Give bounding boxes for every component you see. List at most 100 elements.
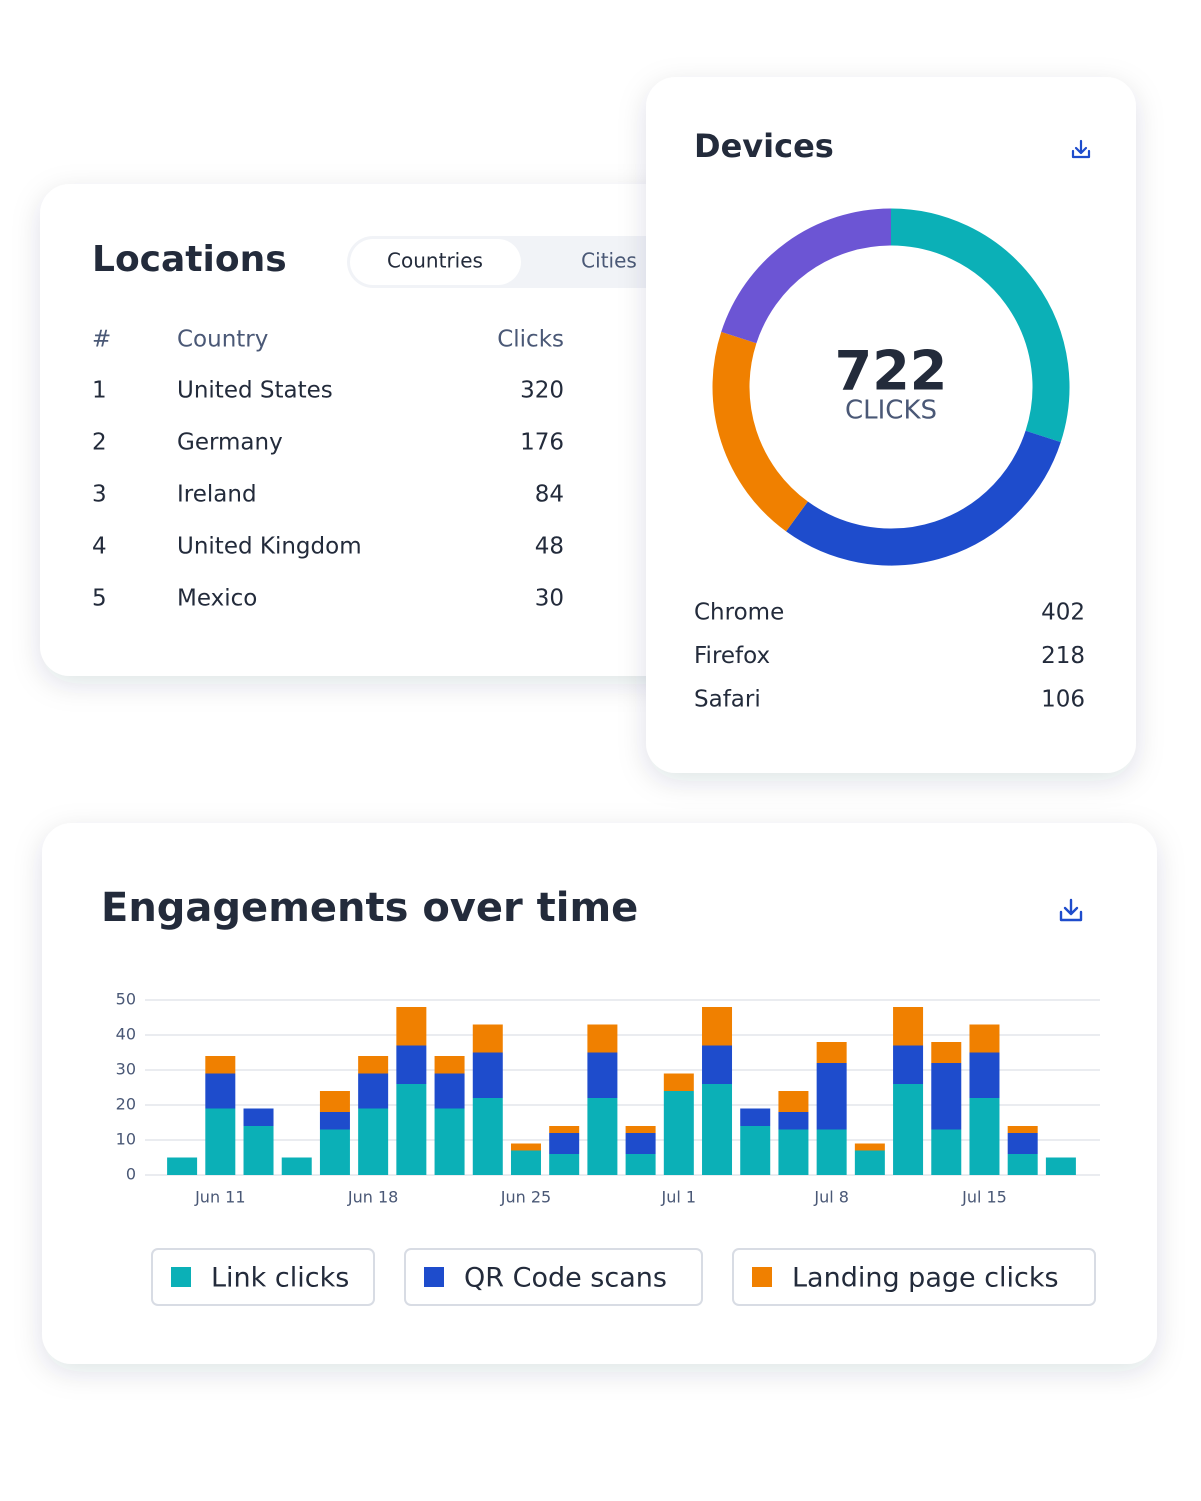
device-name: Safari <box>694 687 761 713</box>
download-icon[interactable] <box>1071 139 1091 159</box>
table-cell: 3 <box>92 482 107 508</box>
bar-segment <box>931 1042 962 1063</box>
bar-segment <box>549 1126 580 1133</box>
bar-segment <box>587 1098 618 1175</box>
table-cell: 4 <box>92 534 107 560</box>
table-cell: 176 <box>520 430 564 456</box>
legend-label[interactable]: Link clicks <box>211 1263 349 1294</box>
bar-segment <box>1007 1133 1038 1154</box>
bar-segment <box>510 1150 541 1175</box>
bar-segment <box>472 1052 503 1098</box>
bar-segment <box>702 1084 733 1175</box>
bar-segment <box>625 1133 656 1154</box>
card <box>646 77 1136 773</box>
bar-segment <box>778 1129 809 1175</box>
engagement-card: Engagements over time 0 10 20 30 40 50 Jun 11 J… <box>42 823 1157 1364</box>
legend-box[interactable] <box>151 1248 375 1306</box>
bar-segment <box>854 1143 885 1151</box>
table-cell: United States <box>177 378 333 404</box>
bar-segment <box>205 1056 236 1074</box>
bar-segment <box>472 1024 503 1053</box>
table-cell: Ireland <box>177 482 257 508</box>
tab[interactable]: Countries <box>387 249 483 273</box>
locations-card: Locations Countries Cities # Country Click… <box>40 184 700 676</box>
bar-segment <box>319 1091 350 1112</box>
card-title: Locations <box>92 239 287 280</box>
column-header: Clicks <box>497 327 564 353</box>
legend-swatch <box>424 1267 444 1287</box>
bar-segment <box>243 1108 274 1126</box>
device-count: 218 <box>1041 643 1085 669</box>
y-tick-label: 40 <box>116 1025 136 1044</box>
bar-segment <box>1007 1126 1038 1133</box>
legend-label[interactable]: QR Code scans <box>464 1263 667 1294</box>
x-tick-label: Jul 1 <box>661 1188 697 1207</box>
bar-segment <box>358 1056 389 1074</box>
tab-active[interactable] <box>350 239 521 285</box>
bar-segment <box>1045 1157 1076 1175</box>
bar-segment <box>740 1126 771 1175</box>
bar-segment <box>434 1056 465 1074</box>
bar-segment <box>816 1042 847 1063</box>
tab[interactable]: Cities <box>581 249 637 273</box>
y-tick-label: 10 <box>116 1130 136 1149</box>
device-count: 402 <box>1041 600 1085 626</box>
table-cell: United Kingdom <box>177 534 362 560</box>
bar-segment <box>854 1150 885 1175</box>
legend-box[interactable] <box>732 1248 1096 1306</box>
bar-segment <box>510 1143 541 1151</box>
y-tick-label: 50 <box>116 990 136 1009</box>
bar-segment <box>931 1063 962 1130</box>
device-name: Firefox <box>694 643 770 669</box>
devices-card: Devices 722 CLICKS Chrome 402 Firefox 218 Sa… <box>646 77 1136 773</box>
bar-segment <box>549 1133 580 1154</box>
legend-label[interactable]: Landing page clicks <box>792 1263 1059 1294</box>
chart-title: Engagements over time <box>101 885 638 931</box>
bar-segment <box>396 1007 427 1046</box>
bar-segment <box>205 1108 236 1175</box>
y-tick-label: 0 <box>126 1165 136 1184</box>
bar-segment <box>167 1157 198 1175</box>
bar-segment <box>396 1084 427 1175</box>
bar-segment <box>472 1098 503 1175</box>
bar-segment <box>931 1129 962 1175</box>
donut-segment <box>890 208 1070 443</box>
card-title: Devices <box>694 127 834 165</box>
total-label: CLICKS <box>845 396 937 426</box>
bar-segment <box>816 1129 847 1175</box>
total: 722 <box>835 340 948 403</box>
bar-segment <box>778 1112 809 1130</box>
bar-segment <box>1007 1154 1038 1175</box>
bar-segment <box>969 1098 1000 1175</box>
download-icon[interactable] <box>1059 898 1083 922</box>
bar-segment <box>893 1045 924 1084</box>
x-tick-label: Jul 8 <box>813 1188 849 1207</box>
bar-segment <box>243 1126 274 1175</box>
bar-segment <box>319 1112 350 1130</box>
legend-box[interactable] <box>404 1248 703 1306</box>
bar-segment <box>281 1157 312 1175</box>
donut-segment <box>721 208 892 344</box>
bar-segment <box>663 1091 694 1175</box>
bar-segment <box>702 1045 733 1084</box>
bar-segment <box>358 1108 389 1175</box>
bar-segment <box>893 1084 924 1175</box>
x-tick-label: Jun 25 <box>500 1188 551 1207</box>
bar-segment <box>625 1126 656 1133</box>
bar-segment <box>587 1052 618 1098</box>
table-cell: 84 <box>535 482 564 508</box>
bar-segment <box>663 1073 694 1091</box>
column-header: Country <box>177 327 268 353</box>
legend-swatch <box>752 1267 772 1287</box>
column-header: # <box>92 327 111 353</box>
bar-segment <box>816 1063 847 1130</box>
x-tick-label: Jun 18 <box>347 1188 398 1207</box>
legend-swatch <box>171 1267 191 1287</box>
donut-segment <box>712 331 809 532</box>
table-cell: 320 <box>520 378 564 404</box>
table-cell: 48 <box>535 534 564 560</box>
bar-segment <box>969 1052 1000 1098</box>
bar-segment <box>778 1091 809 1112</box>
